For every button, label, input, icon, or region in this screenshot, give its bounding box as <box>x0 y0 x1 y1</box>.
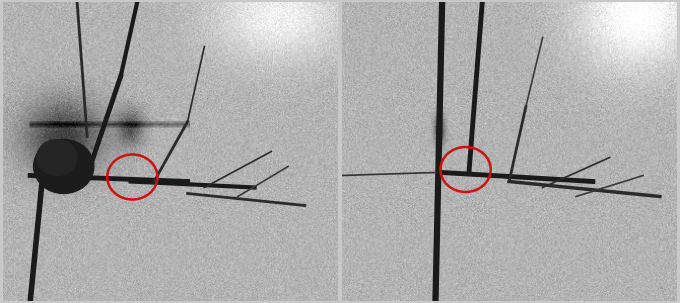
Circle shape <box>37 139 77 175</box>
Circle shape <box>33 139 94 194</box>
